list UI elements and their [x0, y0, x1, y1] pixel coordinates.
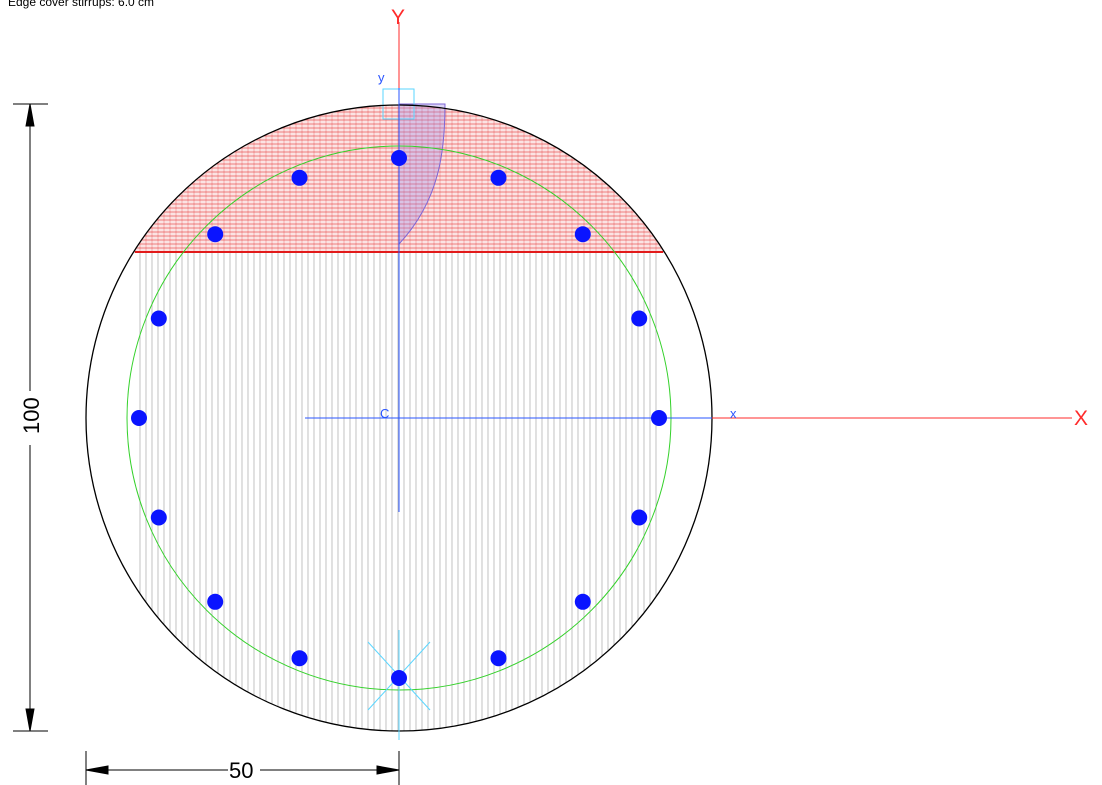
edge-cover-note: Edge cover stirrups: 6.0 cm [8, 0, 155, 9]
half-width-label: 50 [229, 758, 253, 783]
global-x-label: X [1074, 407, 1088, 430]
rebar-dot [150, 509, 167, 526]
centroid-label: C [380, 406, 389, 421]
rebar-dot [391, 670, 407, 686]
rebar-dot [631, 310, 648, 327]
rebar-dot [490, 650, 507, 667]
rebar-dot [574, 226, 591, 243]
rebar-dot [150, 310, 167, 327]
rebar-dot [291, 169, 308, 186]
rebar-dot [207, 593, 224, 610]
rebar-dot [291, 650, 308, 667]
rebar-group [131, 150, 667, 686]
rebar-dot [490, 169, 507, 186]
stress-block [398, 103, 446, 246]
global-y-label: Y [391, 6, 405, 29]
rebar-dot [391, 150, 407, 166]
rebar-dot [574, 593, 591, 610]
height-label: 100 [19, 397, 44, 434]
rebar-dot [651, 410, 667, 426]
half-width-dimension [85, 751, 400, 785]
rebar-dot [631, 509, 648, 526]
local-x-label: x [730, 406, 737, 421]
rebar-dot [207, 226, 224, 243]
rebar-dot [131, 410, 147, 426]
height-dimension [13, 103, 48, 732]
local-y-label: y [378, 70, 385, 85]
